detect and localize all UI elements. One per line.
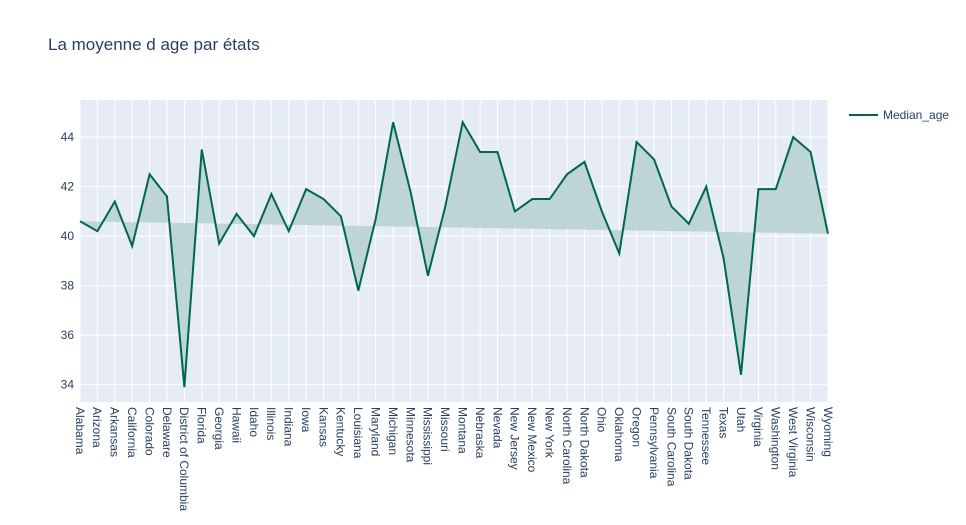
x-tick-label: New Jersey bbox=[508, 407, 522, 470]
chart-title: La moyenne d age par états bbox=[48, 35, 260, 54]
x-tick-label: Wyoming bbox=[821, 407, 835, 457]
legend[interactable]: Median_age bbox=[849, 108, 949, 122]
x-tick-label: Arizona bbox=[90, 407, 104, 448]
x-tick-label: New Mexico bbox=[525, 407, 539, 473]
x-tick-label: Florida bbox=[195, 407, 209, 444]
x-tick-label: Minnesota bbox=[403, 407, 417, 463]
x-tick-label: Illinois bbox=[264, 407, 278, 440]
x-tick-label: North Dakota bbox=[577, 407, 591, 478]
area-fill bbox=[80, 122, 828, 388]
x-tick-label: Montana bbox=[455, 407, 469, 454]
x-tick-label: Nevada bbox=[490, 407, 504, 449]
x-tick-label: Delaware bbox=[160, 407, 174, 458]
x-tick-label: Virginia bbox=[751, 407, 765, 447]
x-tick-label: North Carolina bbox=[560, 407, 574, 485]
x-tick-label: Washington bbox=[769, 407, 783, 470]
x-tick-label: Iowa bbox=[299, 407, 313, 433]
y-tick-labels: 34 36 38 40 42 44 bbox=[61, 130, 75, 392]
x-tick-label: Oklahoma bbox=[612, 407, 626, 462]
x-tick-label: Mississippi bbox=[421, 407, 435, 465]
x-tick-label: Indiana bbox=[282, 407, 296, 447]
x-gridlines bbox=[79, 100, 829, 402]
x-tick-label: Oregon bbox=[629, 407, 643, 447]
x-tick-label: Kentucky bbox=[334, 407, 348, 456]
x-tick-label: Ohio bbox=[595, 407, 609, 433]
x-tick-label: New York bbox=[542, 407, 556, 459]
x-tick-label: Utah bbox=[734, 407, 748, 432]
x-tick-label: Alabama bbox=[73, 407, 87, 455]
y-tick-label: 44 bbox=[61, 130, 75, 144]
y-tick-label: 40 bbox=[61, 229, 75, 243]
x-tick-label: South Dakota bbox=[682, 407, 696, 480]
x-tick-label: Tennessee bbox=[699, 407, 713, 465]
x-tick-label: Arkansas bbox=[108, 407, 122, 457]
x-tick-label: Michigan bbox=[386, 407, 400, 455]
series-line-median-age bbox=[79, 119, 829, 388]
x-tick-label: Maryland bbox=[369, 407, 383, 456]
x-tick-label: Hawaii bbox=[229, 407, 243, 443]
x-tick-label: Colorado bbox=[142, 407, 156, 456]
legend-label: Median_age bbox=[883, 108, 949, 122]
x-tick-label: Wisconsin bbox=[803, 407, 817, 462]
y-tick-label: 36 bbox=[61, 328, 75, 342]
x-tick-label: Pennsylvania bbox=[647, 407, 661, 479]
x-tick-label: Texas bbox=[716, 407, 730, 438]
y-tick-label: 42 bbox=[61, 180, 75, 194]
x-tick-label: Louisiana bbox=[351, 407, 365, 459]
x-tick-label: Georgia bbox=[212, 407, 226, 450]
x-tick-label: District of Columbia bbox=[177, 407, 191, 511]
y-tick-label: 34 bbox=[61, 378, 75, 392]
x-tick-label: Idaho bbox=[247, 407, 261, 437]
x-tick-label: Kansas bbox=[316, 407, 330, 447]
y-tick-label: 38 bbox=[61, 279, 75, 293]
x-tick-label: California bbox=[125, 407, 139, 458]
x-tick-label: Nebraska bbox=[473, 407, 487, 459]
x-tick-label: South Carolina bbox=[664, 407, 678, 487]
x-tick-labels: Alabama Arizona Arkansas California Colorado… bbox=[73, 407, 835, 511]
x-tick-label: Missouri bbox=[438, 407, 452, 452]
x-tick-label: West Virginia bbox=[786, 407, 800, 478]
plot-area bbox=[80, 100, 828, 402]
y-gridlines bbox=[80, 136, 828, 386]
